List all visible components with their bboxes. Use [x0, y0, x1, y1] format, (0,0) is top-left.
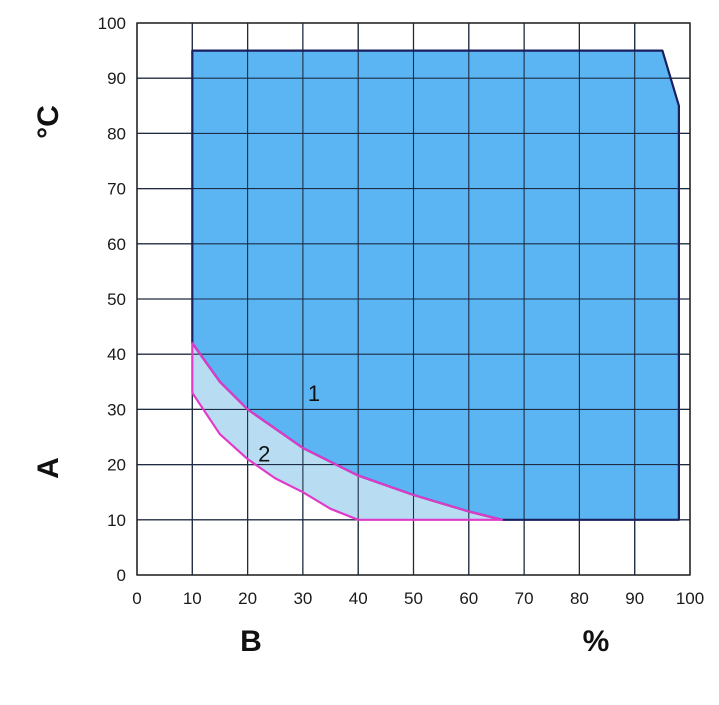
x-tick-label-5: 50 — [404, 589, 423, 608]
x-tick-label-3: 30 — [293, 589, 312, 608]
x-tick-label-1: 10 — [183, 589, 202, 608]
y-axis-unit: °C — [32, 105, 65, 139]
y-tick-label-3: 30 — [107, 400, 126, 419]
y-tick-label-10: 100 — [98, 14, 126, 33]
y-tick-label-1: 10 — [107, 511, 126, 530]
region-labels: 12 — [258, 381, 320, 467]
y-tick-label-5: 50 — [107, 290, 126, 309]
y-tick-label-0: 0 — [117, 566, 126, 585]
regions — [136, 22, 691, 576]
x-tick-label-4: 40 — [349, 589, 368, 608]
x-tick-label-10: 100 — [676, 589, 704, 608]
y-tick-label-8: 80 — [107, 124, 126, 143]
plot-border — [136, 22, 691, 576]
x-tick-label-9: 90 — [625, 589, 644, 608]
x-tick-labels: 0 10 20 30 40 50 60 70 80 90 100 — [132, 589, 704, 608]
y-tick-label-6: 60 — [107, 235, 126, 254]
x-tick-label-2: 20 — [238, 589, 257, 608]
plot-frame — [136, 22, 691, 576]
region-2-area — [192, 343, 503, 520]
x-axis-label: B — [240, 625, 262, 658]
y-tick-label-7: 70 — [107, 180, 126, 199]
x-tick-label-0: 0 — [132, 589, 141, 608]
x-axis-unit: % — [583, 625, 610, 658]
y-tick-labels: 0 10 20 30 40 50 60 70 80 90 100 — [98, 14, 126, 585]
x-tick-label-8: 80 — [570, 589, 589, 608]
y-tick-label-2: 20 — [107, 456, 126, 475]
y-tick-label-9: 90 — [107, 69, 126, 88]
region-label-1: 1 — [308, 381, 320, 406]
region-2-outline — [191, 342, 504, 521]
x-tick-label-7: 70 — [515, 589, 534, 608]
region-1-area — [192, 50, 679, 520]
y-axis-label: A — [32, 457, 65, 479]
y-tick-label-4: 40 — [107, 345, 126, 364]
x-tick-label-6: 60 — [459, 589, 478, 608]
region-label-2: 2 — [258, 442, 270, 467]
